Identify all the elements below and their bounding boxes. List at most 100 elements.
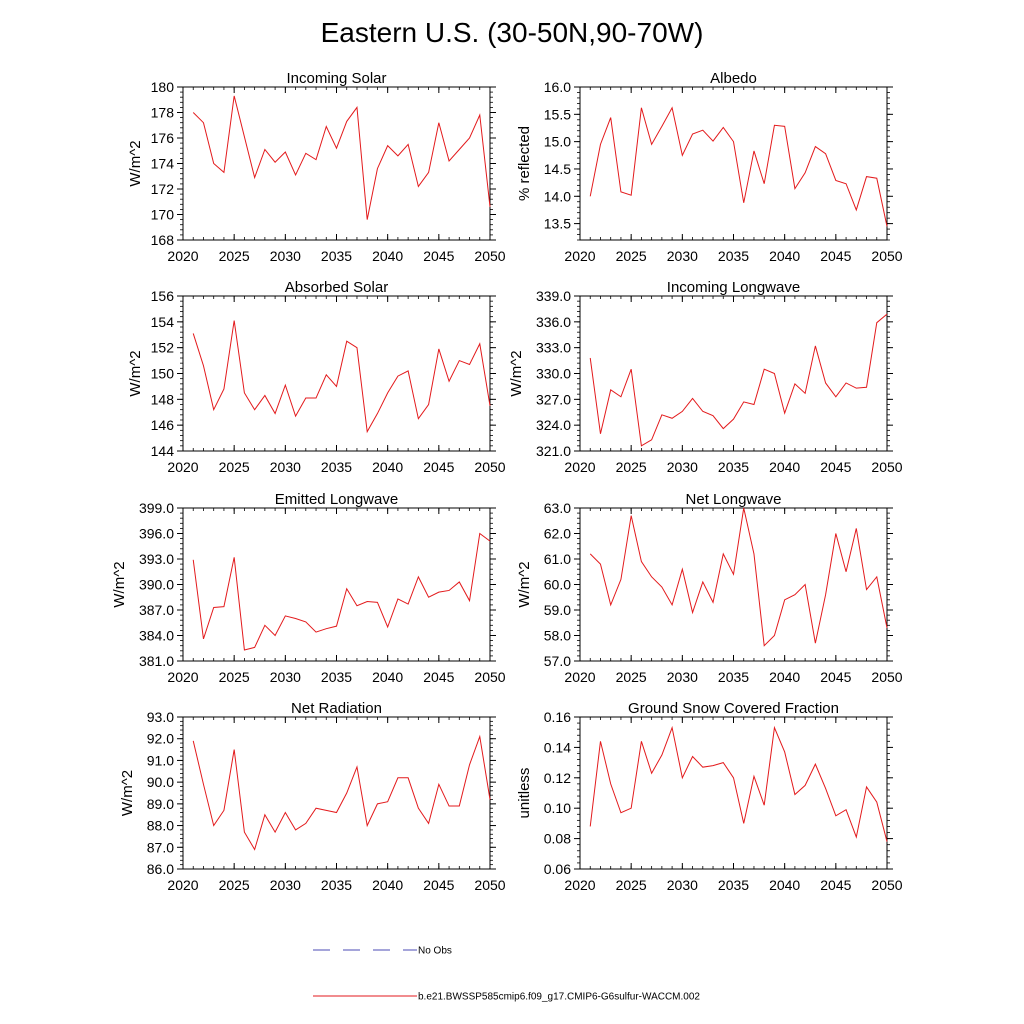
x-tick-label: 2045 — [820, 877, 851, 893]
y-tick-label: 15.5 — [544, 106, 571, 122]
series-line — [192, 734, 491, 851]
x-tick-label: 2045 — [423, 459, 454, 475]
x-tick-label: 2025 — [616, 669, 647, 685]
y-tick-label: 330.0 — [536, 366, 571, 382]
series-line — [589, 507, 888, 647]
y-tick-label: 327.0 — [536, 391, 571, 407]
panel-incoming-solar: 2020 2025 2030 2035 2040 2045 2050 168 170 172 174… — [127, 70, 506, 264]
series-line — [589, 106, 888, 227]
y-tick-label: 60.0 — [544, 577, 571, 593]
y-tick-label: 333.0 — [536, 340, 571, 356]
y-tick-label: 90.0 — [147, 774, 174, 790]
y-axis-title: W/m^2 — [508, 350, 525, 396]
y-tick-label: 146 — [151, 417, 175, 433]
plot-frame — [182, 716, 491, 870]
x-tick-label: 2030 — [667, 669, 698, 685]
y-tick-label: 393.0 — [139, 551, 174, 567]
x-tick-label: 2030 — [270, 669, 301, 685]
x-tick-label: 2025 — [616, 459, 647, 475]
y-axis-title: W/m^2 — [127, 140, 144, 186]
x-tick-label: 2035 — [321, 669, 352, 685]
series-line — [192, 95, 491, 220]
x-tick-label: 2030 — [270, 459, 301, 475]
plot-frame — [579, 507, 888, 662]
y-axis-title: W/m^2 — [127, 350, 144, 396]
x-tick-label: 2045 — [820, 248, 851, 264]
y-tick-label: 324.0 — [536, 417, 571, 433]
y-tick-label: 87.0 — [147, 839, 174, 855]
x-tick-label: 2050 — [871, 669, 902, 685]
x-tick-label: 2040 — [372, 669, 403, 685]
x-tick-label: 2045 — [820, 459, 851, 475]
x-tick-label: 2045 — [820, 669, 851, 685]
x-tick-label: 2020 — [167, 459, 198, 475]
y-axis-title: W/m^2 — [111, 561, 128, 607]
x-tick-label: 2020 — [167, 669, 198, 685]
x-tick-label: 2020 — [564, 248, 595, 264]
x-tick-label: 2050 — [871, 877, 902, 893]
y-axis-title: unitless — [516, 768, 533, 819]
x-tick-label: 2045 — [423, 877, 454, 893]
y-tick-label: 89.0 — [147, 796, 174, 812]
x-tick-label: 2020 — [167, 877, 198, 893]
y-tick-label: 62.0 — [544, 526, 571, 542]
x-tick-label: 2050 — [871, 248, 902, 264]
plot-frame — [182, 507, 491, 662]
x-tick-label: 2025 — [219, 877, 250, 893]
y-tick-label: 13.5 — [544, 216, 571, 232]
y-tick-label: 61.0 — [544, 551, 571, 567]
x-tick-label: 2030 — [270, 877, 301, 893]
y-tick-label: 14.5 — [544, 161, 571, 177]
series-line — [192, 320, 491, 434]
x-tick-label: 2035 — [321, 248, 352, 264]
y-tick-label: 387.0 — [139, 602, 174, 618]
y-tick-label: 16.0 — [544, 79, 571, 95]
y-tick-label: 0.12 — [544, 770, 571, 786]
x-tick-label: 2025 — [219, 669, 250, 685]
x-tick-label: 2050 — [474, 669, 505, 685]
x-tick-label: 2045 — [423, 669, 454, 685]
panel-title: Incoming Longwave — [667, 279, 800, 296]
panel-absorbed-solar: 2020 2025 2030 2035 2040 2045 2050 144 146 148 150… — [127, 279, 506, 475]
x-tick-label: 2050 — [474, 248, 505, 264]
y-tick-label: 176 — [151, 130, 175, 146]
x-tick-label: 2020 — [564, 877, 595, 893]
panel-net-longwave: 2020 2025 2030 2035 2040 2045 2050 57.0 58.0 59.0… — [516, 491, 903, 685]
panel-net-radiation: 2020 2025 2030 2035 2040 2045 2050 86.0 87.0 88.0… — [119, 700, 506, 893]
y-tick-label: 152 — [151, 340, 175, 356]
x-tick-label: 2040 — [769, 877, 800, 893]
y-tick-label: 384.0 — [139, 628, 174, 644]
y-tick-label: 336.0 — [536, 314, 571, 330]
panel-title: Absorbed Solar — [285, 279, 388, 296]
x-tick-label: 2025 — [616, 248, 647, 264]
y-tick-label: 174 — [151, 156, 175, 172]
y-tick-label: 180 — [151, 79, 175, 95]
y-axis-title: W/m^2 — [119, 770, 136, 816]
y-tick-label: 91.0 — [147, 752, 174, 768]
x-tick-label: 2045 — [423, 248, 454, 264]
y-tick-label: 88.0 — [147, 818, 174, 834]
panel-title: Emitted Longwave — [275, 491, 398, 508]
x-tick-label: 2025 — [219, 459, 250, 475]
y-tick-label: 170 — [151, 207, 175, 223]
y-tick-label: 0.10 — [544, 800, 571, 816]
x-tick-label: 2030 — [667, 877, 698, 893]
y-tick-label: 178 — [151, 105, 175, 121]
x-tick-label: 2035 — [718, 459, 749, 475]
x-tick-label: 2035 — [718, 248, 749, 264]
page-title: Eastern U.S. (30-50N,90-70W) — [321, 17, 704, 48]
x-tick-label: 2050 — [474, 877, 505, 893]
series-line — [192, 532, 491, 651]
panel-emitted-longwave: 2020 2025 2030 2035 2040 2045 2050 381.0 384.0 38… — [111, 491, 506, 685]
y-tick-label: 93.0 — [147, 709, 174, 725]
panel-title: Net Longwave — [686, 491, 782, 508]
y-tick-label: 57.0 — [544, 653, 571, 669]
panels: 2020 2025 2030 2035 2040 2045 2050 168 170 172 174… — [111, 70, 903, 893]
x-tick-label: 2025 — [616, 877, 647, 893]
x-tick-label: 2020 — [564, 669, 595, 685]
x-tick-label: 2040 — [372, 877, 403, 893]
plot-frame — [182, 295, 491, 452]
y-tick-label: 58.0 — [544, 628, 571, 644]
y-tick-label: 14.0 — [544, 188, 571, 204]
